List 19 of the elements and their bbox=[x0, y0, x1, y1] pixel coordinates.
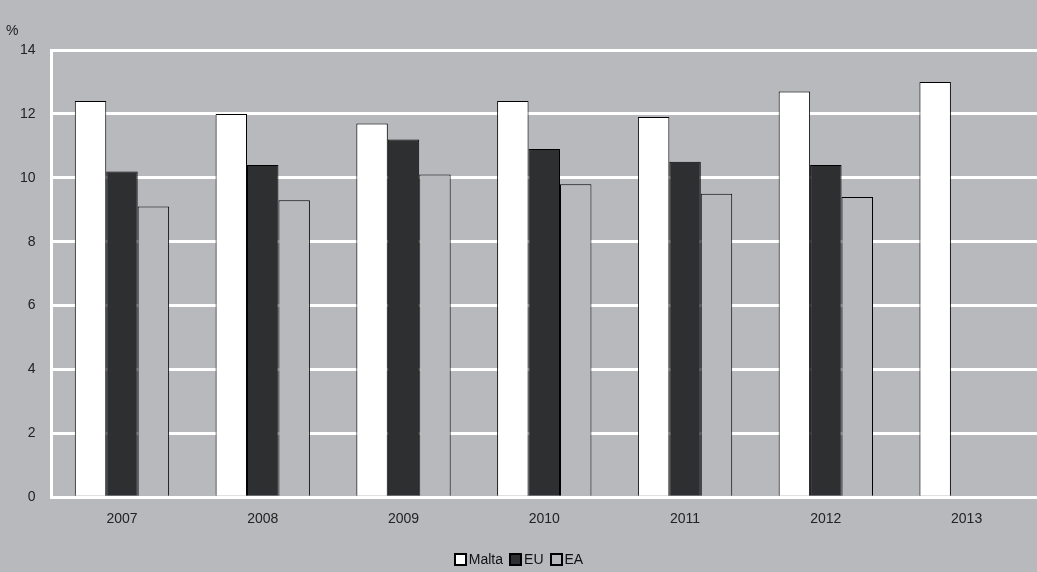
y-axis-title: % bbox=[6, 21, 19, 38]
x-tick-label: 2007 bbox=[106, 510, 138, 527]
text: EA bbox=[564, 551, 584, 567]
x-tick-label: 2013 bbox=[951, 510, 983, 527]
x-tick-label: 2009 bbox=[387, 510, 420, 527]
y-tick-label: 4 bbox=[27, 360, 36, 377]
y-tick-label: 0 bbox=[27, 488, 36, 505]
y-tick-label: 12 bbox=[19, 104, 36, 121]
y-tick-label: 8 bbox=[27, 232, 36, 249]
x-tick-label: 2012 bbox=[810, 510, 842, 527]
x-tick-label: 2011 bbox=[670, 510, 701, 527]
y-tick-label: 2 bbox=[27, 424, 36, 441]
x-tick-label: 2010 bbox=[528, 510, 561, 527]
legend-label: EU bbox=[524, 551, 544, 567]
legend-label: Malta bbox=[468, 551, 504, 567]
y-tick-label: 14 bbox=[19, 40, 36, 57]
y-tick-label: 6 bbox=[27, 296, 36, 313]
y-tick-label: 10 bbox=[19, 168, 36, 185]
x-tick-label: 2008 bbox=[247, 510, 279, 527]
